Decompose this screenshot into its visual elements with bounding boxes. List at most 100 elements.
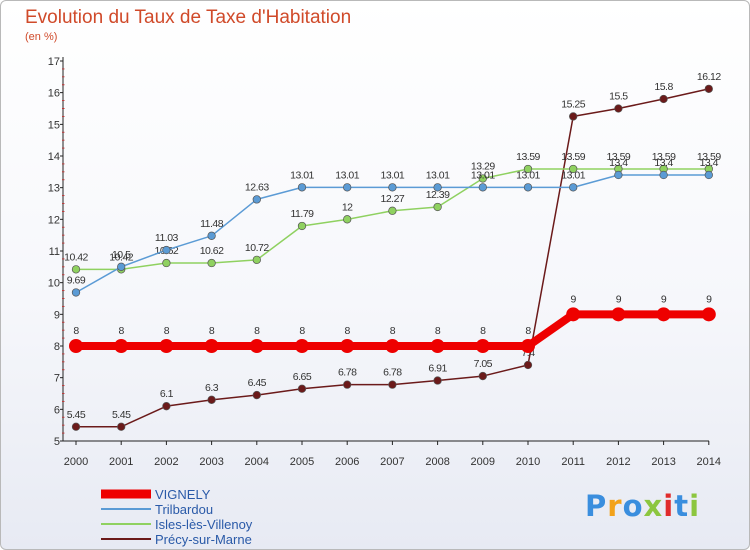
data-point xyxy=(252,390,261,400)
x-tick-label: 2009 xyxy=(471,456,495,468)
series-vignely: 8 8 8 8 8 8 8 8 8 8 8 9 9 9 9 xyxy=(69,293,716,353)
x-tick-label: 2013 xyxy=(651,456,675,468)
logo-letter: r xyxy=(607,489,623,523)
legend-label: Précy-sur-Marne xyxy=(155,532,252,547)
data-label: 15.5 xyxy=(609,91,628,103)
data-label: 8 xyxy=(299,325,305,337)
data-label: 13.01 xyxy=(471,169,495,181)
data-point xyxy=(614,104,623,113)
data-label: 8 xyxy=(390,325,396,337)
x-tick-label: 2008 xyxy=(425,456,449,468)
data-label: 5.45 xyxy=(112,409,131,421)
data-label: 9 xyxy=(571,293,577,305)
data-label: 13.59 xyxy=(607,151,631,163)
data-label: 6.1 xyxy=(160,388,174,400)
x-tick-label: 2000 xyxy=(64,456,88,468)
data-label: 9 xyxy=(616,293,622,305)
y-tick-label: 13 xyxy=(48,183,60,195)
data-label: 8 xyxy=(73,325,79,337)
data-label: 13.4 xyxy=(654,157,673,169)
data-label: 10.62 xyxy=(200,245,224,257)
data-label: 8 xyxy=(209,325,215,337)
x-tick-label: 2006 xyxy=(335,456,359,468)
logo-letter: o xyxy=(622,489,644,523)
data-label: 11.03 xyxy=(155,232,179,244)
legend-label: VIGNELY xyxy=(155,487,211,502)
y-tick-label: 12 xyxy=(48,214,60,226)
data-label: 13.4 xyxy=(609,157,628,169)
x-tick-label: 2002 xyxy=(154,456,178,468)
data-label: 5.45 xyxy=(67,409,86,421)
data-point xyxy=(566,307,581,322)
data-point xyxy=(433,183,442,192)
data-label: 13.01 xyxy=(561,169,585,181)
logo-letter: t xyxy=(674,489,690,523)
data-label: 8 xyxy=(525,325,531,337)
data-point xyxy=(433,202,442,212)
data-point xyxy=(117,422,126,431)
proxiti-logo: Proxiti xyxy=(585,489,700,523)
data-label: 11.79 xyxy=(291,208,315,220)
data-label: 15.8 xyxy=(654,81,673,93)
data-label: 6.3 xyxy=(205,382,219,394)
data-label: 8 xyxy=(164,325,170,337)
data-point xyxy=(385,339,400,353)
data-point xyxy=(207,258,216,268)
data-point xyxy=(478,174,487,183)
data-label: 11.48 xyxy=(200,218,224,230)
data-label: 13.59 xyxy=(561,151,585,163)
data-label: 8 xyxy=(119,325,125,337)
data-point xyxy=(523,183,533,192)
y-tick-label: 8 xyxy=(54,341,60,353)
data-label: 8 xyxy=(345,325,351,337)
data-label: 15.25 xyxy=(561,98,585,110)
data-point xyxy=(297,384,307,393)
y-tick-label: 11 xyxy=(49,246,60,258)
data-point xyxy=(614,170,623,180)
data-label: 6.78 xyxy=(383,367,402,379)
data-label: 13.4 xyxy=(700,157,719,169)
data-label: 10.42 xyxy=(109,251,133,263)
data-label: 13.01 xyxy=(335,169,359,181)
data-label: 13.01 xyxy=(381,169,405,181)
y-tick-label: 5 xyxy=(54,436,60,448)
data-point xyxy=(656,307,671,322)
data-label: 12.63 xyxy=(245,181,269,193)
data-point xyxy=(701,307,716,322)
y-tick-label: 7 xyxy=(54,373,60,385)
data-point xyxy=(204,339,219,353)
chart-title: Evolution du Taux de Taxe d'Habitation xyxy=(25,7,352,28)
x-tick-label: 2007 xyxy=(380,456,404,468)
data-label: 10.5 xyxy=(112,249,131,261)
legend-label: Isles-lès-Villenoy xyxy=(155,517,253,532)
data-label: 16.12 xyxy=(697,71,721,83)
logo-letter: i xyxy=(689,489,701,523)
data-label: 10.42 xyxy=(64,251,88,263)
data-point xyxy=(569,164,578,174)
data-point xyxy=(71,422,81,431)
data-point xyxy=(478,371,487,381)
data-label: 13.59 xyxy=(697,151,721,163)
data-label: 6.91 xyxy=(428,363,447,375)
data-point xyxy=(704,84,713,94)
data-point xyxy=(388,206,397,215)
data-point xyxy=(569,112,578,121)
data-point xyxy=(659,170,668,180)
data-point xyxy=(249,339,264,353)
data-label: 8 xyxy=(435,325,441,337)
data-label: 9 xyxy=(706,293,712,305)
data-label: 12.27 xyxy=(381,193,405,205)
data-point xyxy=(343,380,352,389)
data-label: 8 xyxy=(254,325,260,337)
data-point xyxy=(162,402,171,411)
data-point xyxy=(478,183,487,192)
data-label: 12.39 xyxy=(426,189,450,201)
data-point xyxy=(159,339,174,353)
chart-subtitle: (en %) xyxy=(25,31,58,43)
data-label: 13.59 xyxy=(516,151,540,163)
data-point xyxy=(475,339,490,353)
data-point xyxy=(569,183,578,192)
data-point xyxy=(207,395,216,404)
data-label: 13.01 xyxy=(290,169,314,181)
